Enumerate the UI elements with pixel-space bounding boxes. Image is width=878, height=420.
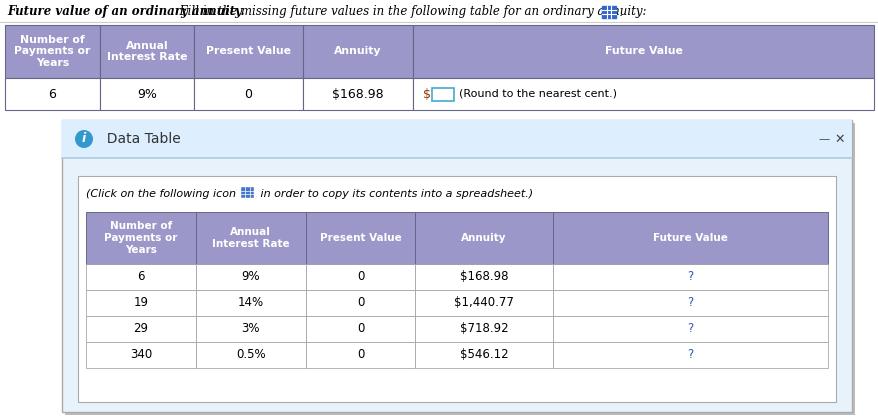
- Bar: [552, 264, 827, 290]
- Bar: [86, 212, 196, 264]
- Bar: [413, 78, 873, 110]
- Bar: [601, 6, 615, 18]
- Bar: [62, 120, 851, 158]
- Text: $168.98: $168.98: [332, 87, 384, 100]
- Text: 0.5%: 0.5%: [235, 349, 265, 362]
- Bar: [65, 123, 854, 415]
- Bar: [306, 212, 415, 264]
- Text: $: $: [422, 87, 430, 100]
- Text: Annual
Interest Rate: Annual Interest Rate: [212, 227, 289, 249]
- Text: Present Value: Present Value: [320, 233, 401, 243]
- Bar: [303, 78, 413, 110]
- Bar: [62, 120, 851, 412]
- Bar: [552, 342, 827, 368]
- Text: ?: ?: [687, 349, 693, 362]
- Bar: [306, 316, 415, 342]
- Text: Data Table: Data Table: [97, 132, 181, 146]
- Text: $546.12: $546.12: [459, 349, 507, 362]
- Bar: [303, 25, 413, 78]
- Text: 0: 0: [356, 323, 363, 336]
- Text: Future Value: Future Value: [604, 47, 681, 57]
- Text: Number of
Payments or
Years: Number of Payments or Years: [104, 221, 177, 255]
- Text: 0: 0: [356, 349, 363, 362]
- Text: (Click on the following icon: (Click on the following icon: [86, 189, 235, 199]
- Text: 9%: 9%: [137, 87, 157, 100]
- Bar: [241, 187, 254, 198]
- Text: 6: 6: [137, 270, 145, 284]
- Bar: [306, 290, 415, 316]
- Text: Number of
Payments or
Years: Number of Payments or Years: [14, 35, 90, 68]
- Bar: [552, 290, 827, 316]
- Text: 14%: 14%: [237, 297, 263, 310]
- Bar: [194, 78, 303, 110]
- Bar: [306, 342, 415, 368]
- Bar: [415, 342, 552, 368]
- Bar: [86, 316, 196, 342]
- Text: Present Value: Present Value: [205, 47, 291, 57]
- Text: Annuity: Annuity: [334, 47, 381, 57]
- Text: Annual
Interest Rate: Annual Interest Rate: [106, 41, 187, 62]
- Text: $1,440.77: $1,440.77: [454, 297, 514, 310]
- Text: ✕: ✕: [834, 132, 845, 145]
- Bar: [415, 316, 552, 342]
- Bar: [196, 264, 306, 290]
- Text: 340: 340: [130, 349, 152, 362]
- Text: —: —: [817, 134, 829, 144]
- Bar: [196, 316, 306, 342]
- Text: (Round to the nearest cent.): (Round to the nearest cent.): [458, 89, 616, 99]
- Bar: [431, 87, 453, 100]
- Text: .: .: [618, 5, 623, 18]
- Bar: [413, 25, 873, 78]
- Text: 29: 29: [133, 323, 148, 336]
- Bar: [552, 212, 827, 264]
- Bar: [552, 316, 827, 342]
- Bar: [5, 25, 100, 78]
- Text: 6: 6: [48, 87, 56, 100]
- Bar: [415, 212, 552, 264]
- Bar: [100, 25, 194, 78]
- Text: ?: ?: [687, 323, 693, 336]
- Text: Annuity: Annuity: [461, 233, 507, 243]
- Text: 19: 19: [133, 297, 148, 310]
- Text: $718.92: $718.92: [459, 323, 507, 336]
- Text: i: i: [82, 132, 86, 145]
- Text: 0: 0: [244, 87, 252, 100]
- Text: 3%: 3%: [241, 323, 260, 336]
- Bar: [415, 264, 552, 290]
- Circle shape: [75, 130, 93, 148]
- Bar: [86, 342, 196, 368]
- Bar: [306, 264, 415, 290]
- Text: Fill in the missing future values in the following table for an ordinary annuity: Fill in the missing future values in the…: [172, 5, 645, 18]
- Text: 9%: 9%: [241, 270, 260, 284]
- Bar: [196, 212, 306, 264]
- Bar: [86, 290, 196, 316]
- Bar: [5, 78, 100, 110]
- Text: ?: ?: [687, 297, 693, 310]
- Bar: [78, 176, 835, 402]
- Text: in order to copy its contents into a spreadsheet.): in order to copy its contents into a spr…: [256, 189, 533, 199]
- Bar: [196, 290, 306, 316]
- Bar: [86, 264, 196, 290]
- Text: Future Value: Future Value: [652, 233, 727, 243]
- Text: ?: ?: [687, 270, 693, 284]
- Text: Future value of an ordinary annuity.: Future value of an ordinary annuity.: [7, 5, 244, 18]
- Text: $168.98: $168.98: [459, 270, 507, 284]
- Bar: [196, 342, 306, 368]
- Bar: [194, 25, 303, 78]
- Bar: [100, 78, 194, 110]
- Bar: [415, 290, 552, 316]
- Text: 0: 0: [356, 297, 363, 310]
- Text: 0: 0: [356, 270, 363, 284]
